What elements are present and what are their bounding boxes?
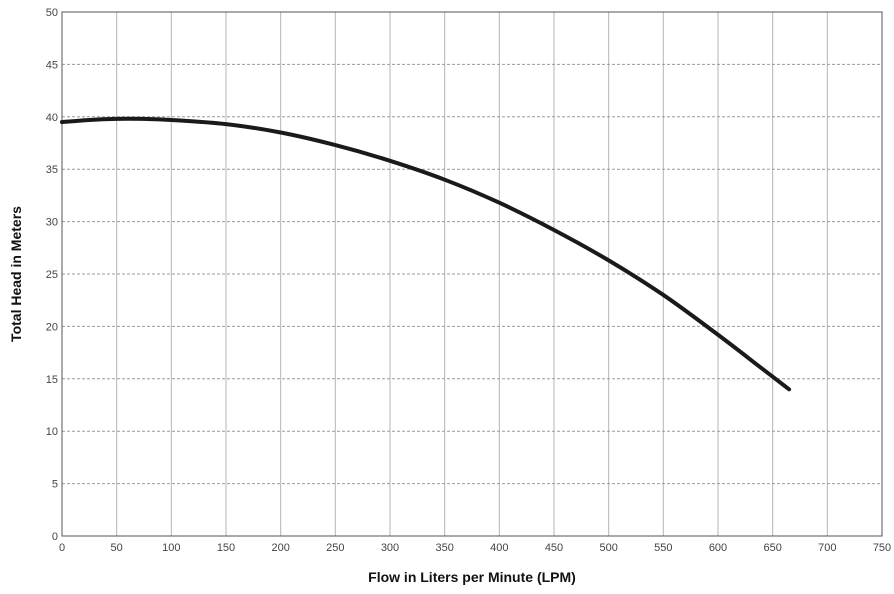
x-tick-label: 350 [435, 542, 453, 554]
y-axis-label: Total Head in Meters [8, 206, 24, 342]
y-tick-label: 35 [46, 164, 58, 176]
x-tick-label: 150 [217, 542, 235, 554]
x-tick-label: 550 [654, 542, 672, 554]
y-tick-label: 5 [52, 479, 58, 491]
grid-lines [62, 12, 882, 536]
y-tick-label: 25 [46, 269, 58, 281]
y-tick-label: 10 [46, 426, 58, 438]
x-tick-label: 50 [111, 542, 123, 554]
x-tick-label: 100 [162, 542, 180, 554]
x-tick-label: 250 [326, 542, 344, 554]
x-tick-label: 200 [271, 542, 289, 554]
x-tick-label: 400 [490, 542, 508, 554]
tick-labels: 0 50 100 150 200 250 300 350 400 450 500 550 600 650 7… [46, 7, 891, 554]
series-line [60, 116, 792, 392]
x-tick-label: 500 [599, 542, 617, 554]
x-tick-label: 450 [545, 542, 563, 554]
x-tick-label: 300 [381, 542, 399, 554]
x-tick-label: 750 [873, 542, 891, 554]
y-tick-label: 20 [46, 321, 58, 333]
x-tick-label: 650 [763, 542, 781, 554]
x-tick-label: 0 [59, 542, 65, 554]
y-tick-label: 45 [46, 59, 58, 71]
plot-area-frame [61, 11, 883, 537]
y-tick-label: 40 [46, 112, 58, 124]
x-tick-label: 700 [818, 542, 836, 554]
y-tick-label: 50 [46, 7, 58, 19]
y-tick-label: 30 [46, 217, 58, 229]
x-axis-label: Flow in Liters per Minute (LPM) [368, 569, 576, 585]
y-tick-label: 15 [46, 374, 58, 386]
x-tick-label: 600 [709, 542, 727, 554]
y-tick-label: 0 [52, 531, 58, 543]
